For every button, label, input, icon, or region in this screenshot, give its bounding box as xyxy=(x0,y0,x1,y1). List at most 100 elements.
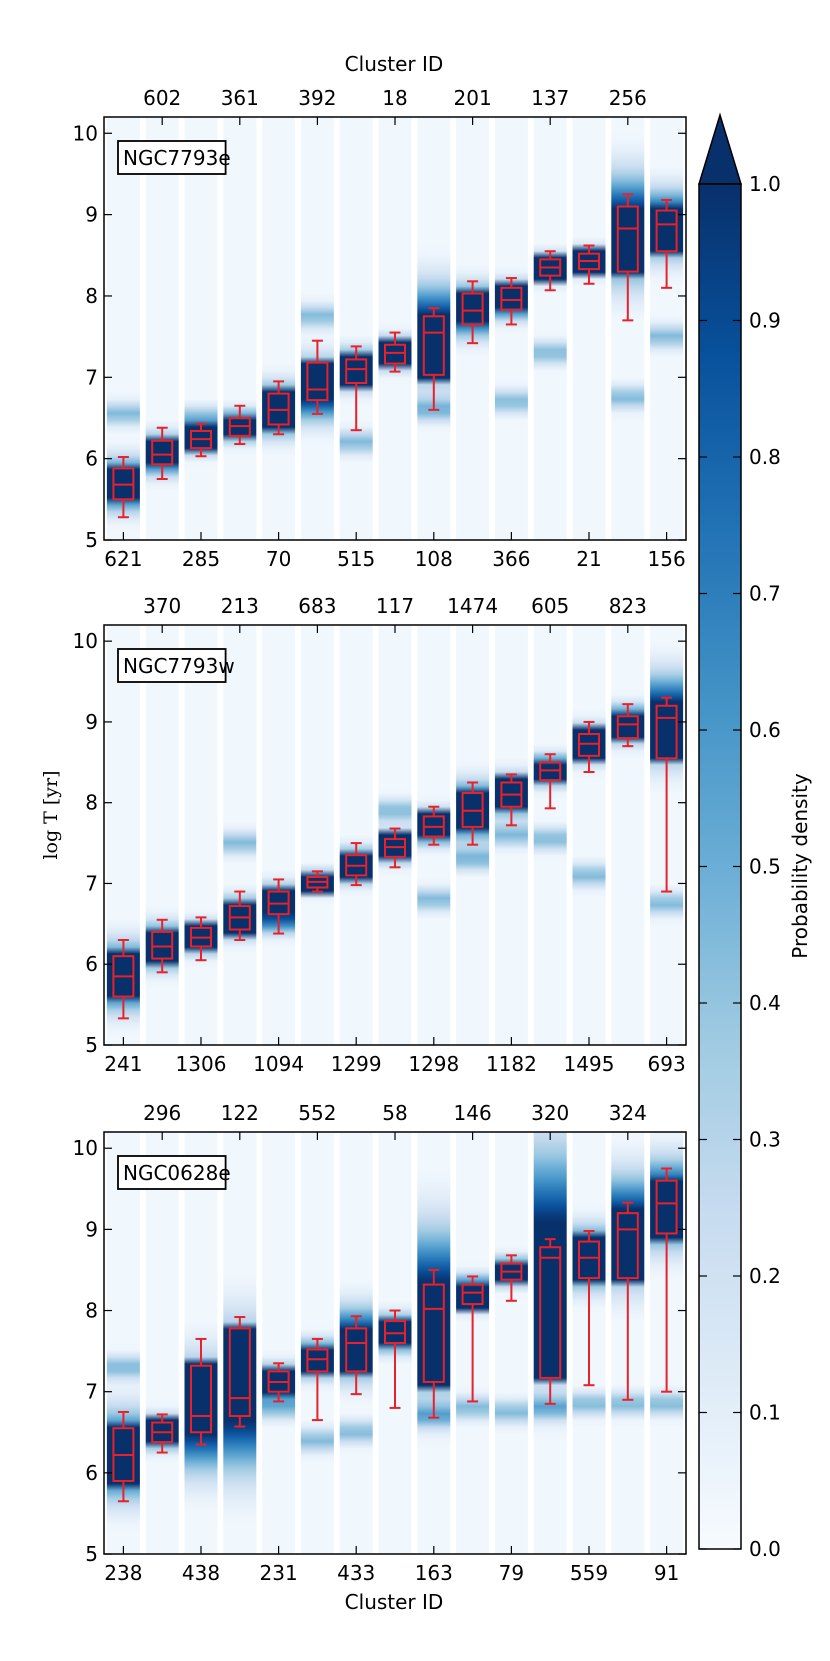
colorbar-tick-label: 0.2 xyxy=(749,1264,781,1288)
y-tick-label: 10 xyxy=(73,121,98,145)
density-column xyxy=(494,1132,528,1554)
x-tick-label-top: 823 xyxy=(609,594,647,618)
colorbar-label: Probability density xyxy=(788,773,812,959)
boxplot xyxy=(112,1410,135,1503)
iqr-box xyxy=(461,1283,484,1306)
y-tick-label: 6 xyxy=(85,952,98,976)
density-column xyxy=(611,117,645,540)
x-tick-label-bottom: 91 xyxy=(654,1561,679,1585)
boxplot xyxy=(461,1275,484,1403)
boxplot xyxy=(151,918,174,974)
boxplot xyxy=(112,456,135,519)
x-tick-label-top: 256 xyxy=(609,86,647,110)
x-tick-label-bottom: 1299 xyxy=(331,1052,382,1076)
x-tick-label-top: 296 xyxy=(143,1101,181,1125)
x-tick-label-top: 58 xyxy=(382,1101,407,1125)
iqr-box xyxy=(422,1283,445,1383)
density-column xyxy=(417,1132,451,1554)
iqr-box xyxy=(228,1327,251,1418)
boxplot xyxy=(616,193,639,322)
x-tick-label-bottom: 163 xyxy=(415,1561,453,1585)
x-tick-label-bottom: 285 xyxy=(182,547,220,571)
x-tick-label-bottom: 238 xyxy=(104,1561,142,1585)
x-tick-label-bottom: 21 xyxy=(576,547,601,571)
boxplot xyxy=(655,198,678,289)
colorbar-tick-label: 1.0 xyxy=(749,172,781,196)
y-tick-label: 5 xyxy=(85,1033,98,1057)
x-tick-label-bottom: 1306 xyxy=(176,1052,227,1076)
panel-ngc7793e: 5 6 7 8 9 10 621 285 70 515 108 366 21 156 602 361 392 18… xyxy=(73,86,687,571)
x-tick-label-bottom: 433 xyxy=(337,1561,375,1585)
x-tick-label-top: 324 xyxy=(609,1101,647,1125)
density-column xyxy=(572,625,606,1045)
x-tick-label-bottom: 241 xyxy=(104,1052,142,1076)
galaxy-label-text: NGC0628e xyxy=(123,1161,231,1185)
x-tick-label-bottom: 366 xyxy=(492,547,530,571)
boxplot xyxy=(190,1337,212,1446)
y-tick-label: 6 xyxy=(85,447,98,471)
colorbar-extend-arrow xyxy=(697,112,743,185)
iqr-box xyxy=(578,1240,600,1280)
density-column xyxy=(184,117,218,540)
iqr-box xyxy=(655,1179,678,1235)
colorbar-tick-label: 0.4 xyxy=(749,991,781,1015)
x-tick-label-bottom: 1298 xyxy=(408,1052,459,1076)
galaxy-label: NGC7793w xyxy=(117,648,235,683)
boxplot xyxy=(578,720,600,773)
x-tick-label-bottom: 70 xyxy=(266,547,291,571)
boxplot xyxy=(461,280,484,345)
boxplot xyxy=(345,1315,368,1396)
panel-ngc7793w: 5 6 7 8 9 10 241 1306 1094 1299 1298 1182 1495 693 370… xyxy=(73,594,687,1076)
boxplot xyxy=(306,1337,329,1422)
density-column xyxy=(223,1132,257,1554)
boxplot xyxy=(267,380,290,436)
boxplot xyxy=(461,781,484,846)
colorbar-tick-label: 0.9 xyxy=(749,309,781,333)
boxplot xyxy=(228,404,251,446)
boxplot xyxy=(422,1268,445,1419)
iqr-box xyxy=(500,286,523,311)
galaxy-label-text: NGC7793w xyxy=(123,654,235,678)
boxplot xyxy=(539,753,562,810)
y-tick-label: 9 xyxy=(85,710,98,734)
density-column xyxy=(223,117,257,540)
colorbar-tick-label: 0.5 xyxy=(749,855,781,879)
y-tick-label: 7 xyxy=(85,365,98,389)
colorbar: 0.0 0.1 0.2 0.3 0.4 0.5 0.6 0.7 0.8 0.9 1.0 Probab… xyxy=(697,112,812,1561)
y-tick-label: 7 xyxy=(85,1380,98,1404)
y-tick-label: 9 xyxy=(85,1217,98,1241)
boxplot xyxy=(500,1254,523,1302)
x-tick-label-top: 370 xyxy=(143,594,181,618)
density-column xyxy=(378,117,412,540)
density-column xyxy=(494,625,528,1045)
iqr-box xyxy=(151,439,174,466)
x-tick-label-bottom: 108 xyxy=(415,547,453,571)
y-tick-label: 9 xyxy=(85,203,98,227)
density-column xyxy=(262,625,296,1045)
boxplot xyxy=(228,890,251,941)
density-column xyxy=(339,625,373,1045)
bottom-axis-title: Cluster ID xyxy=(345,1590,444,1614)
boxplot xyxy=(539,1238,562,1405)
galaxy-label-box xyxy=(117,648,227,683)
density-column xyxy=(300,625,334,1045)
density-column xyxy=(533,1132,567,1554)
x-tick-label-bottom: 1182 xyxy=(486,1052,537,1076)
x-tick-label-top: 117 xyxy=(376,594,414,618)
density-column xyxy=(611,625,645,1045)
colorbar-tick-label: 0.0 xyxy=(749,1537,781,1561)
x-tick-label-top: 201 xyxy=(454,86,492,110)
colorbar-tick-label: 0.8 xyxy=(749,445,781,469)
iqr-box xyxy=(616,1212,639,1280)
boxplot xyxy=(384,1309,406,1409)
x-tick-label-bottom: 1094 xyxy=(253,1052,304,1076)
x-tick-label-bottom: 1495 xyxy=(564,1052,615,1076)
iqr-box xyxy=(345,358,368,385)
galaxy-label-box xyxy=(117,140,227,175)
boxplot xyxy=(151,1413,174,1454)
panel-ngc0628e: 5 6 7 8 9 10 238 438 231 433 163 79 559 91 296 122 552 58… xyxy=(73,1101,687,1585)
x-tick-label-top: 1474 xyxy=(447,594,498,618)
galaxy-label-box xyxy=(117,1155,227,1190)
galaxy-label: NGC0628e xyxy=(117,1155,231,1190)
density-column xyxy=(572,117,606,540)
